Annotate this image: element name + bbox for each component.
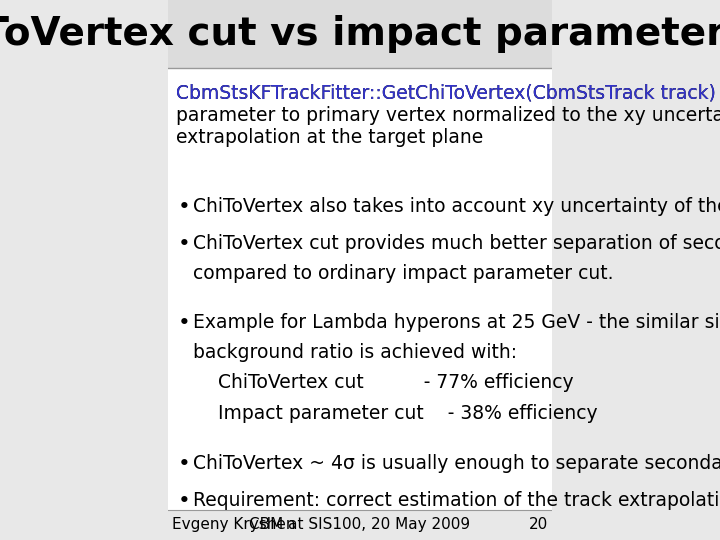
Text: 20: 20 (528, 517, 548, 532)
FancyBboxPatch shape (168, 68, 552, 510)
Text: •: • (178, 454, 191, 474)
Text: Impact parameter cut    - 38% efficiency: Impact parameter cut - 38% efficiency (218, 404, 598, 423)
Text: ChiToVertex cut          - 77% efficiency: ChiToVertex cut - 77% efficiency (218, 373, 574, 393)
Text: •: • (178, 234, 191, 254)
Text: Evgeny Kryshen: Evgeny Kryshen (172, 517, 296, 532)
FancyBboxPatch shape (168, 510, 552, 540)
Text: ChiToVertex cut vs impact parameter cut: ChiToVertex cut vs impact parameter cut (0, 15, 720, 53)
Text: ChiToVertex also takes into account xy uncertainty of the primary vertex: ChiToVertex also takes into account xy u… (194, 197, 720, 216)
FancyBboxPatch shape (168, 0, 552, 68)
Text: •: • (178, 313, 191, 333)
Text: compared to ordinary impact parameter cut.: compared to ordinary impact parameter cu… (194, 264, 614, 283)
Text: ChiToVertex ~ 4σ is usually enough to separate secondary tracks: ChiToVertex ~ 4σ is usually enough to se… (194, 454, 720, 473)
Text: CbmStsKFTrackFitter::GetChiToVertex(CbmStsTrack track) - Get impact
parameter to: CbmStsKFTrackFitter::GetChiToVertex(CbmS… (176, 84, 720, 147)
Text: Requirement: correct estimation of the track extrapolation uncertainty: Requirement: correct estimation of the t… (194, 491, 720, 510)
Text: •: • (178, 197, 191, 217)
Text: CBM at SIS100, 20 May 2009: CBM at SIS100, 20 May 2009 (249, 517, 471, 532)
Text: CbmStsKFTrackFitter::GetChiToVertex(CbmStsTrack track): CbmStsKFTrackFitter::GetChiToVertex(CbmS… (176, 84, 716, 103)
Text: background ratio is achieved with:: background ratio is achieved with: (194, 343, 518, 362)
Text: •: • (178, 491, 191, 511)
Text: Example for Lambda hyperons at 25 GeV - the similar signal to: Example for Lambda hyperons at 25 GeV - … (194, 313, 720, 332)
Text: ChiToVertex cut provides much better separation of secondary tracks if: ChiToVertex cut provides much better sep… (194, 234, 720, 253)
